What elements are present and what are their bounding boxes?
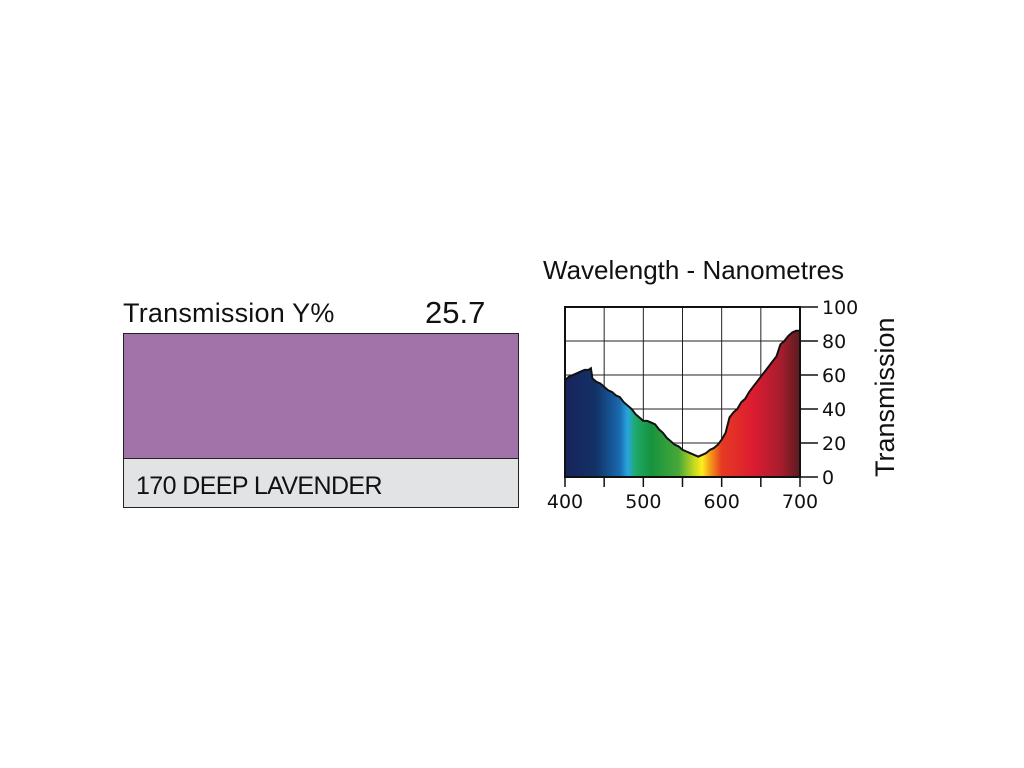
y-tick-label: 40 bbox=[822, 399, 846, 421]
transmission-area bbox=[565, 330, 800, 477]
y-tick-label: 20 bbox=[822, 433, 846, 455]
y-axis-label: Transmission bbox=[870, 317, 900, 477]
x-tick-label: 600 bbox=[704, 491, 740, 513]
color-swatch bbox=[124, 334, 518, 459]
y-tick-label: 80 bbox=[822, 331, 846, 353]
transmission-label: Transmission Y% bbox=[123, 298, 335, 328]
x-tick-label: 500 bbox=[625, 491, 661, 513]
chart-title: Wavelength - Nanometres bbox=[543, 255, 845, 285]
y-tick-label: 0 bbox=[822, 467, 834, 489]
filter-swatch-card: 170 DEEP LAVENDER bbox=[123, 333, 519, 508]
y-tick-label: 100 bbox=[822, 297, 858, 319]
transmission-value: 25.7 bbox=[425, 295, 486, 330]
transmission-curve bbox=[564, 329, 800, 458]
filter-name: 170 DEEP LAVENDER bbox=[124, 459, 518, 507]
x-tick-label: 700 bbox=[782, 491, 818, 513]
y-tick-label: 60 bbox=[822, 365, 846, 387]
x-tick-label: 400 bbox=[547, 491, 583, 513]
